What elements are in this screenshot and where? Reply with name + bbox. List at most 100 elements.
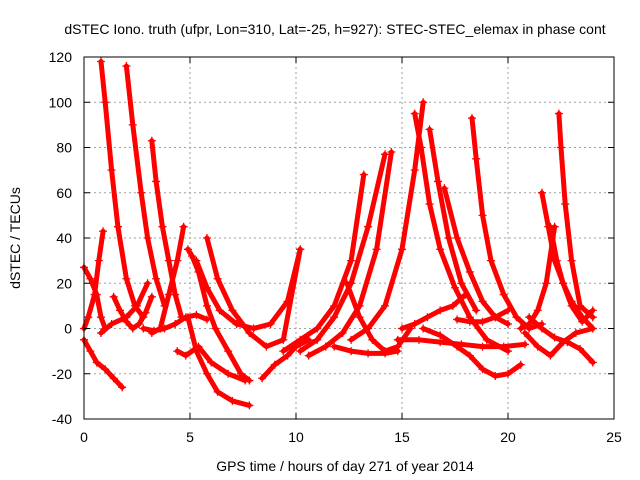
- data-point: [249, 324, 258, 333]
- data-point: [410, 166, 419, 175]
- data-point: [228, 396, 237, 405]
- data-point: [118, 383, 127, 392]
- data-point: [338, 329, 347, 338]
- data-point: [143, 279, 152, 288]
- data-point: [211, 324, 220, 333]
- data-point: [359, 170, 368, 179]
- data-point: [552, 256, 561, 265]
- data-point: [576, 301, 585, 310]
- y-tick-label: 60: [56, 185, 72, 201]
- data-point: [122, 62, 131, 71]
- data-point: [109, 292, 118, 301]
- y-tick-label: 100: [49, 94, 73, 110]
- data-point: [478, 365, 487, 374]
- data-point: [398, 245, 406, 254]
- data-point: [512, 313, 521, 322]
- data-point: [425, 200, 434, 209]
- data-point: [398, 324, 406, 333]
- data-point: [245, 401, 254, 410]
- data-point: [116, 306, 125, 315]
- data-point: [321, 342, 330, 351]
- data-point: [90, 290, 99, 299]
- data-point: [457, 279, 466, 288]
- series-line: [123, 63, 168, 309]
- data-point: [96, 57, 105, 66]
- data-point: [453, 342, 462, 351]
- data-point: [550, 333, 559, 342]
- data-point: [567, 301, 576, 310]
- data-point: [94, 256, 103, 265]
- data-point: [245, 376, 254, 385]
- data-point: [504, 319, 512, 328]
- y-tick-label: 40: [56, 230, 72, 246]
- data-point: [133, 301, 141, 310]
- data-point: [347, 256, 356, 265]
- data-point: [410, 319, 419, 328]
- series-arc-17: [279, 170, 368, 356]
- series-arc-19: [304, 148, 396, 360]
- data-point: [504, 369, 512, 378]
- series-arc-21: [330, 342, 402, 358]
- data-point: [347, 347, 356, 356]
- data-point: [99, 227, 108, 236]
- data-point: [164, 256, 173, 265]
- data-point: [192, 347, 201, 356]
- data-point: [482, 335, 491, 344]
- data-point: [465, 351, 474, 360]
- series-arc-03: [80, 335, 127, 392]
- series-arc-07: [96, 279, 152, 338]
- data-point: [559, 338, 568, 347]
- data-point: [381, 150, 390, 159]
- data-point: [567, 256, 576, 265]
- data-point: [504, 306, 512, 315]
- series-line: [306, 149, 394, 359]
- data-point: [137, 188, 146, 197]
- data-point: [372, 245, 381, 254]
- series-arc-16: [258, 335, 313, 383]
- series-arc-31: [516, 222, 559, 333]
- y-tick-label: 20: [56, 275, 72, 291]
- data-point: [520, 329, 529, 338]
- data-point: [557, 143, 565, 152]
- series-arc-36: [520, 324, 597, 360]
- data-point: [410, 109, 419, 118]
- data-point: [546, 351, 555, 360]
- data-point: [279, 347, 288, 356]
- series-line: [348, 99, 426, 343]
- y-axis-label: dSTEC / TECUs: [7, 187, 23, 289]
- data-point: [355, 313, 364, 322]
- series-arc-06: [122, 62, 169, 310]
- data-point: [364, 349, 373, 358]
- y-tick-label: 0: [64, 321, 72, 337]
- x-tick-label: 15: [394, 429, 410, 445]
- series-arc-05: [109, 292, 156, 333]
- data-point: [453, 315, 462, 324]
- data-point: [393, 347, 402, 356]
- data-point: [423, 313, 432, 322]
- data-point: [533, 306, 542, 315]
- data-point: [478, 342, 487, 351]
- data-point: [588, 324, 597, 333]
- data-point: [101, 365, 110, 374]
- data-point: [347, 335, 356, 344]
- data-point: [143, 234, 152, 242]
- data-point: [128, 324, 137, 333]
- series-line: [81, 337, 125, 390]
- data-point: [202, 301, 211, 310]
- series-arc-30: [453, 306, 512, 326]
- data-point: [304, 351, 313, 360]
- data-point: [236, 369, 245, 378]
- data-point: [364, 324, 373, 333]
- data-point: [520, 340, 529, 349]
- series-arc-27: [419, 324, 525, 381]
- series-line: [98, 59, 146, 320]
- data-point: [224, 347, 233, 356]
- data-point: [436, 338, 445, 347]
- data-point: [202, 234, 211, 242]
- data-point: [92, 358, 101, 367]
- data-point: [296, 335, 305, 344]
- data-point: [478, 211, 487, 220]
- series-line: [174, 344, 248, 383]
- series-line: [185, 246, 252, 383]
- data-point: [467, 114, 476, 123]
